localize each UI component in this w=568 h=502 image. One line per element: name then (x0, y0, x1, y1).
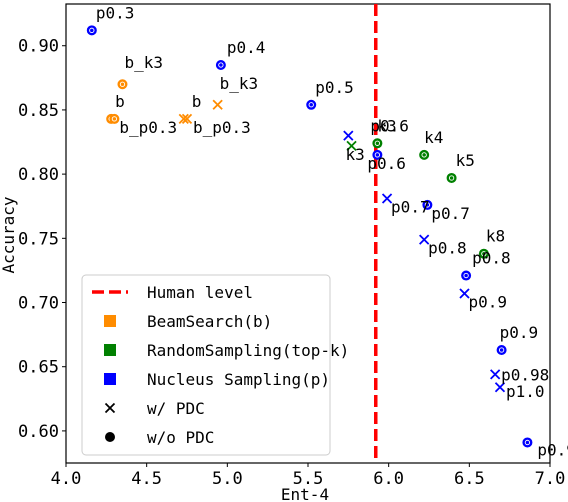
point-cross (212, 99, 223, 110)
x-tick-label: 4.0 (51, 469, 82, 489)
legend-cross-swatch (104, 402, 116, 414)
point-label: b (115, 92, 125, 111)
y-tick-label: 0.80 (18, 165, 59, 185)
data-markers (86, 25, 533, 448)
point-circle-ring (448, 175, 455, 181)
legend-label: BeamSearch(b) (147, 312, 272, 331)
point-circle (496, 345, 507, 356)
point-circle (522, 437, 533, 448)
y-tick-label: 0.60 (18, 422, 59, 442)
point-cross (181, 113, 193, 125)
point-circle (478, 248, 489, 259)
point-label: p0.8 (472, 249, 511, 268)
point-label: p0.7 (431, 204, 470, 223)
x-tick-label: 5.5 (293, 469, 324, 489)
point-label: k3 (377, 116, 396, 135)
point-label: p0.6 (367, 154, 406, 173)
point-label: k8 (486, 227, 505, 246)
y-tick-label: 0.65 (18, 358, 59, 378)
point-circle-ring (111, 116, 118, 122)
point-circle (422, 199, 433, 210)
point-label: b_p0.3 (193, 118, 251, 137)
point-label: p0.7 (391, 198, 430, 217)
point-circle-ring (524, 439, 531, 446)
legend: Human level BeamSearch(b) RandomSampling(t… (81, 274, 349, 456)
legend-label: Nucleus Sampling(p) (147, 370, 330, 389)
point-label: p0.8 (428, 239, 467, 258)
point-circle (306, 99, 317, 110)
point-circle-ring (421, 152, 427, 158)
point-label: k3 (346, 145, 365, 164)
legend-square-swatch (104, 373, 116, 385)
point-circle (446, 172, 457, 183)
x-axis-title: Ent-4 (281, 485, 329, 502)
point-circle (372, 149, 383, 160)
point-label: b_k3 (124, 53, 163, 72)
legend-circle-swatch (105, 432, 115, 442)
legend-label: Human level (147, 283, 253, 302)
point-circle-ring (374, 140, 381, 146)
x-tick-label: 4.5 (131, 469, 162, 489)
point-label: p0.5 (315, 78, 354, 97)
point-cross (346, 140, 357, 152)
point-label: b_p0.3 (119, 118, 177, 137)
point-label: p0.6 (370, 117, 409, 136)
point-label: b_k3 (220, 74, 259, 93)
point-label: p0.9 (468, 293, 507, 312)
point-circle-ring (218, 62, 224, 68)
point-label: p0.98 (537, 440, 568, 459)
point-cross (343, 130, 354, 141)
y-tick-label: 0.70 (18, 294, 59, 314)
point-cross (494, 382, 506, 393)
point-circle (461, 270, 472, 281)
legend-label: RandomSampling(top-k) (147, 341, 349, 360)
point-circle (215, 59, 226, 70)
legend-label: w/o PDC (147, 428, 214, 447)
y-axis-title: Accuracy (0, 196, 18, 273)
point-label: k4 (424, 128, 443, 147)
point-cross (381, 193, 393, 204)
point-cross (419, 234, 430, 245)
legend-square-swatch (104, 315, 116, 327)
point-circle-ring (498, 347, 505, 353)
point-circle-ring (424, 202, 431, 208)
data-labels: b_k3b b_p0.3 b_k3b b_p0.3 k3 k4 k5 k8 k3 p0.3 p0.4… (96, 3, 568, 459)
point-circle (419, 149, 430, 160)
point-circle (117, 79, 128, 90)
point-label: p0.9 (500, 323, 539, 342)
legend-box (81, 274, 331, 456)
y-tick-label: 0.90 (18, 37, 59, 57)
legend-square-swatch (104, 344, 116, 356)
point-circle (109, 113, 120, 124)
legend-label: w/ PDC (147, 399, 205, 418)
point-circle-ring (374, 152, 381, 158)
point-circle (86, 25, 97, 36)
point-circle-ring (481, 251, 487, 257)
point-label: b (192, 92, 202, 111)
point-circle (372, 138, 383, 149)
point-cross (178, 113, 189, 125)
x-tick-label: 7.0 (535, 469, 566, 489)
point-label: p0.98 (501, 365, 549, 384)
x-tick-label: 6.0 (373, 469, 404, 489)
point-label: k5 (456, 151, 475, 170)
point-circle-ring (119, 81, 126, 87)
x-tick-label: 6.5 (454, 469, 485, 489)
point-circle-ring (463, 272, 469, 279)
point-circle-ring (308, 102, 314, 108)
point-label: p0.4 (227, 38, 266, 57)
x-tick-label: 5.0 (212, 469, 243, 489)
point-label: p0.3 (96, 3, 135, 22)
point-cross (459, 288, 470, 299)
point-circle-ring (89, 27, 95, 33)
y-tick-label: 0.85 (18, 101, 59, 121)
y-tick-label: 0.75 (18, 229, 59, 249)
point-label: p1.0 (506, 382, 545, 401)
point-cross (490, 369, 501, 380)
